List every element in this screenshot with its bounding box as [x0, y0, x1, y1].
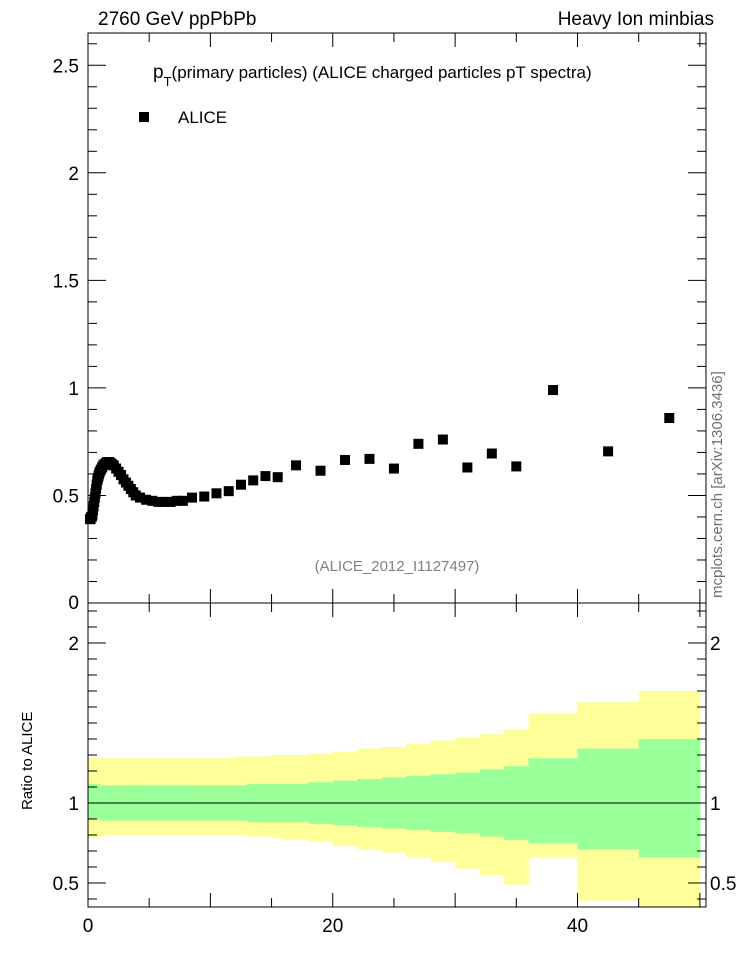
ratio-axis-label: Ratio to ALICE: [19, 711, 36, 810]
data-point-marker: [187, 492, 198, 503]
main-y-tick-label: 2: [68, 164, 79, 185]
data-point-marker: [248, 475, 259, 486]
data-point-marker: [364, 453, 375, 464]
header-left-label: 2760 GeV ppPbPb: [98, 9, 257, 30]
x-tick-label: 40: [567, 916, 588, 937]
alice-data-markers: [84, 385, 675, 525]
ratio-y-tick-label-right: 0.5: [710, 874, 736, 895]
data-point-marker: [165, 496, 176, 507]
ratio-y-tick-label-left: 2: [68, 634, 79, 655]
data-point-marker: [135, 492, 146, 503]
chart-title: pT(primary particles) (ALICE charged par…: [153, 62, 592, 89]
main-y-tick-label: 1.5: [53, 271, 79, 292]
legend-marker: [139, 112, 149, 122]
main-y-tick-label: 1: [68, 379, 79, 400]
tick-labels: 0.511.522.500.5 0.51 12 20 20 40: [53, 56, 737, 937]
data-point-marker: [153, 496, 164, 507]
ratio-inner-band-bin: [638, 739, 701, 858]
analysis-id-label: (ALICE_2012_I1127497): [315, 558, 480, 575]
data-point-marker: [339, 454, 350, 465]
data-point-marker: [462, 462, 473, 473]
data-point-marker: [147, 495, 158, 506]
x-tick-label: 20: [322, 916, 343, 937]
data-point-marker: [511, 461, 522, 472]
data-point-marker: [260, 471, 271, 482]
main-y-tick-label: 0.5: [53, 486, 79, 507]
data-point-marker: [141, 494, 152, 505]
data-point-marker: [177, 495, 188, 506]
axis-ticks: [87, 33, 706, 907]
data-point-marker: [159, 496, 170, 507]
ratio-inner-band-bin: [88, 783, 101, 819]
main-y-tick-label: 0: [68, 593, 79, 614]
ratio-y-tick-label-right: 2: [710, 634, 721, 655]
data-point-marker: [291, 460, 302, 471]
data-point-marker: [388, 463, 399, 474]
data-point-marker: [223, 486, 234, 497]
data-point-marker: [664, 413, 675, 424]
data-point-marker: [315, 465, 326, 476]
chart-overlay: pT(primary particles) (ALICE charged par…: [139, 62, 592, 575]
ratio-y-tick-label-left: 0.5: [53, 874, 79, 895]
data-point-marker: [272, 472, 283, 483]
data-point-marker: [603, 446, 614, 457]
data-point-marker: [413, 438, 424, 449]
legend-label: ALICE: [178, 108, 227, 127]
data-point-marker: [486, 448, 497, 459]
data-point-marker: [171, 495, 182, 506]
ratio-y-tick-label-left: 1: [68, 794, 79, 815]
x-tick-label: 0: [83, 916, 94, 937]
data-point-marker: [211, 488, 222, 499]
data-point-marker: [437, 434, 448, 445]
ratio-y-tick-label-right: 1: [710, 794, 721, 815]
main-y-tick-label: 2.5: [53, 56, 79, 77]
ratio-inner-band-bin: [528, 758, 579, 843]
data-point-marker: [199, 491, 210, 502]
header-right-label: Heavy Ion minbias: [557, 9, 714, 30]
side-credit-label: mcplots.cern.ch [arXiv:1306.3436]: [709, 371, 726, 598]
ratio-inner-band-bin: [577, 748, 640, 850]
data-point-marker: [235, 479, 246, 490]
data-point-marker: [548, 385, 559, 396]
ratio-uncertainty-bands: [88, 691, 706, 907]
